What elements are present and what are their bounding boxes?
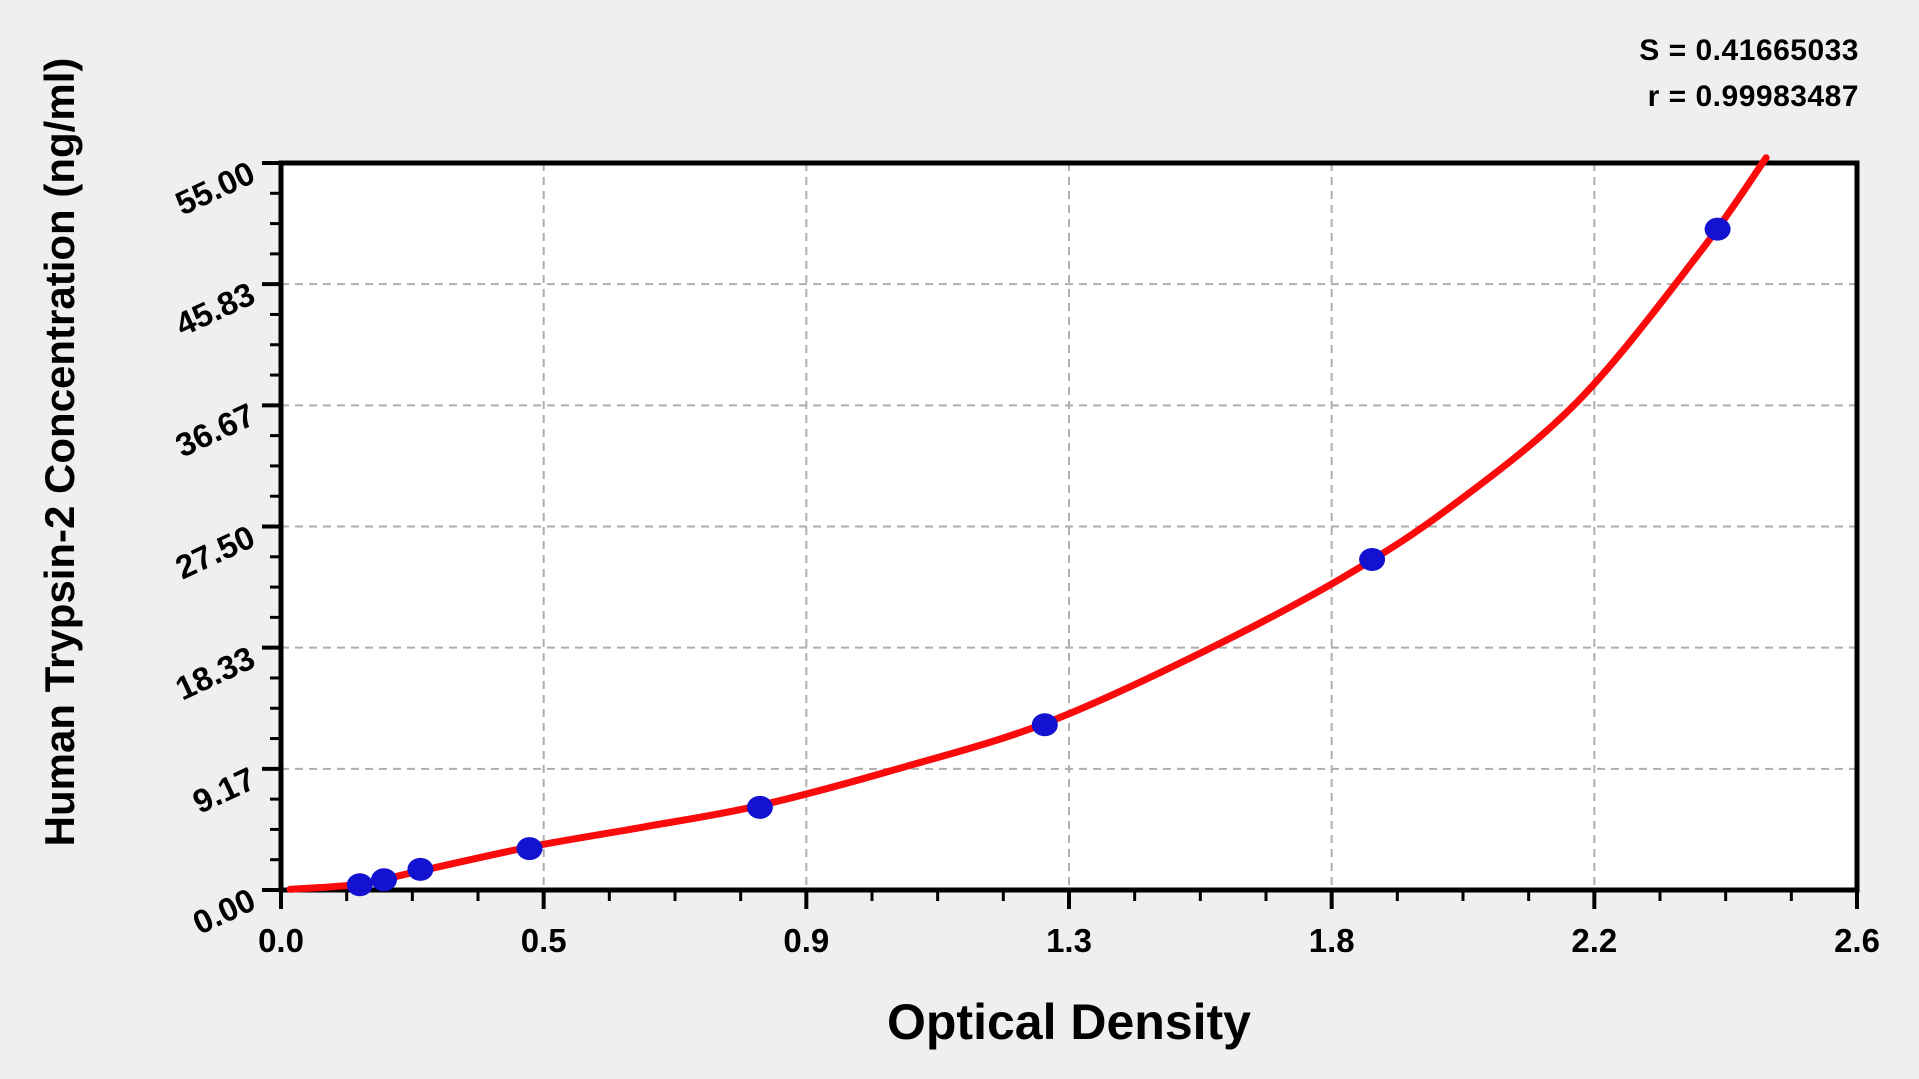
standard-data-point	[1359, 548, 1386, 571]
standard-data-point	[1031, 713, 1058, 737]
plot-frame	[278, 160, 1860, 893]
y-axis-title: Human Trypsin-2 Concentration (ng/ml)	[36, 57, 83, 847]
standard-data-point	[407, 857, 434, 881]
x-tick-label: 1.3	[1046, 922, 1092, 959]
stat-r-value: r = 0.99983487	[1647, 80, 1859, 113]
x-tick-label: 2.2	[1571, 922, 1618, 959]
standard-data-point	[346, 873, 373, 897]
x-tick-label: 0.0	[258, 922, 304, 959]
stat-s-value: S = 0.41665033	[1639, 34, 1859, 67]
x-tick-label: 0.9	[783, 922, 830, 959]
standard-data-point	[1704, 217, 1731, 241]
standard-data-point	[371, 868, 397, 892]
x-tick-label: 0.5	[520, 922, 567, 959]
standard-data-point	[516, 837, 543, 861]
x-axis-title: Optical Density	[887, 994, 1251, 1050]
x-tick-label: 2.6	[1834, 922, 1880, 959]
plot-border	[278, 160, 1860, 893]
data-points	[346, 217, 1731, 897]
gridlines	[281, 163, 1857, 890]
standard-data-point	[746, 795, 773, 819]
x-tick-label: 1.8	[1308, 922, 1355, 959]
